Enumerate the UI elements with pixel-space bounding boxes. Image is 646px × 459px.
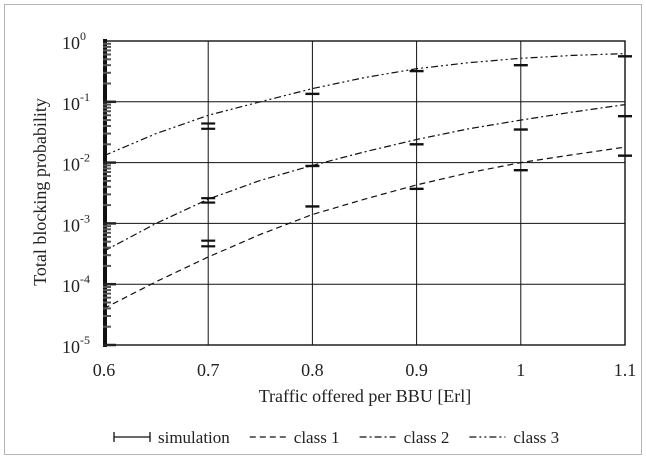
- legend-item-simulation: simulation: [113, 428, 230, 447]
- grid: [103, 40, 626, 346]
- simulation-point: [201, 122, 216, 130]
- tick-labels: 0.6 0.7 0.8 0.9 1 1.1 100 10-1 10-2 10-3 10-4 10-5: [62, 29, 636, 380]
- y-tick-label: 10-4: [62, 272, 90, 296]
- series-line-class-3: [103, 53, 626, 157]
- x-tick-label: 0.7: [197, 360, 220, 380]
- simulation-point: [201, 197, 216, 204]
- axes: [103, 39, 626, 347]
- series-line-class-1: [103, 146, 626, 309]
- x-tick-label: 0.6: [93, 360, 116, 380]
- y-tick-label: 10-3: [62, 211, 90, 235]
- y-tick-label: 10-5: [62, 333, 90, 357]
- simulation-points: [201, 55, 632, 248]
- legend-label: class 3: [513, 428, 559, 447]
- legend-item-class-1: class 1: [249, 428, 340, 447]
- x-tick-label: 1: [516, 360, 525, 380]
- legend-item-class-2: class 2: [359, 428, 450, 447]
- y-tick-label: 10-1: [62, 90, 90, 114]
- model-curves: [103, 53, 626, 309]
- x-axis-title: Traffic offered per BBU [Erl]: [259, 386, 472, 406]
- legend-item-class-3: class 3: [469, 428, 559, 447]
- x-tick-label: 0.8: [301, 360, 324, 380]
- legend-label: class 1: [294, 428, 340, 447]
- legend-label: class 2: [404, 428, 450, 447]
- y-axis-title: Total blocking probability: [30, 98, 50, 286]
- plot-border: [103, 40, 626, 346]
- x-tick-label: 1.1: [614, 360, 637, 380]
- legend: simulation class 1 class 2 class 3: [113, 428, 559, 447]
- y-tick-label: 100: [62, 29, 86, 53]
- x-tick-label: 0.9: [405, 360, 428, 380]
- y-tick-label: 10-2: [62, 151, 90, 175]
- simulation-point: [201, 239, 216, 248]
- legend-label: simulation: [158, 428, 230, 447]
- series-line-class-2: [103, 104, 626, 252]
